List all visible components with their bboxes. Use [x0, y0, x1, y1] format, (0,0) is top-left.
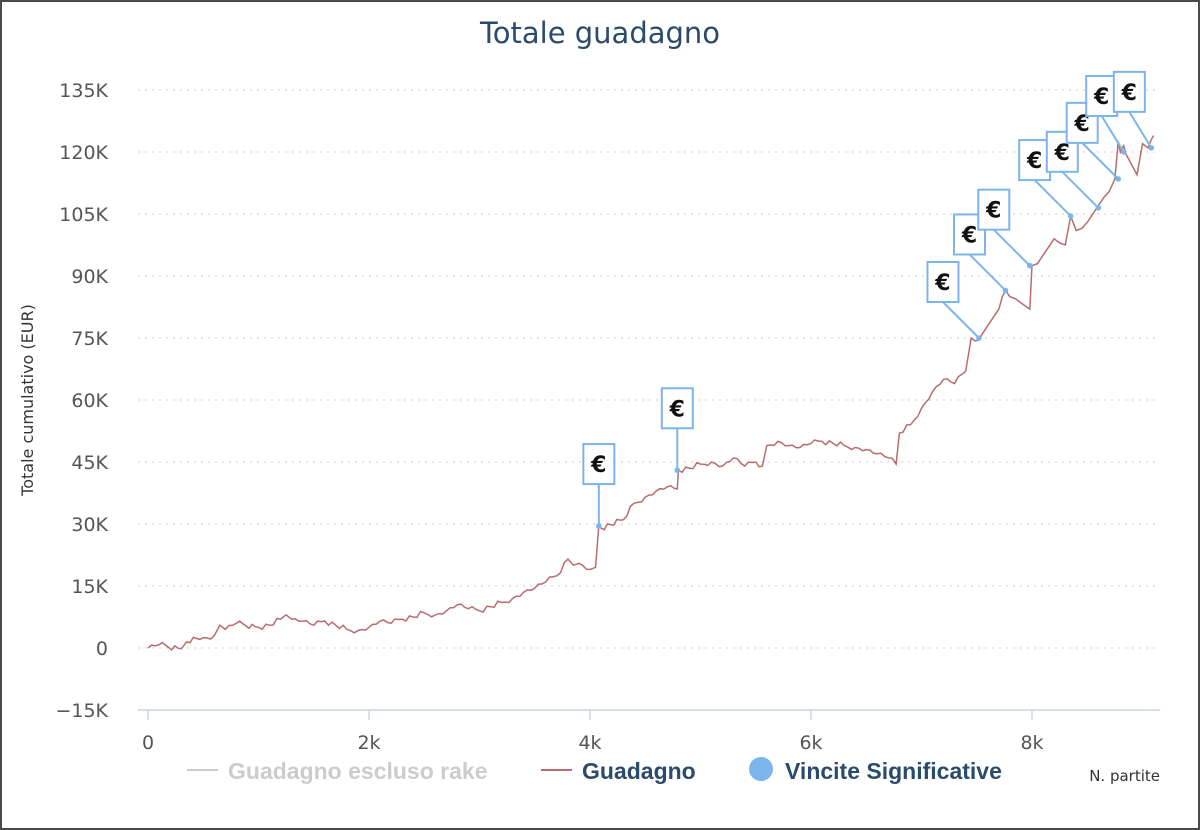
- flag-label: €: [985, 199, 1001, 224]
- flag-marker[interactable]: €: [660, 387, 694, 474]
- y-tick-label: 60K: [71, 390, 108, 412]
- legend-label: Guadagno escluso rake: [228, 758, 487, 784]
- flag-label: €: [1121, 81, 1137, 106]
- y-tick-label: 0: [96, 638, 108, 660]
- flag-marker[interactable]: €: [1045, 130, 1102, 211]
- legend-label: Guadagno: [582, 758, 696, 784]
- flag-label: €: [934, 271, 950, 296]
- flag-connector: [942, 301, 980, 339]
- series-line-guadagno: [147, 135, 1155, 651]
- series-lines: [147, 135, 1155, 651]
- y-tick-label: −15K: [55, 700, 108, 722]
- flag-point: [1067, 213, 1074, 219]
- legend[interactable]: Guadagno escluso rake Guadagno Vincite Sig…: [187, 757, 1002, 784]
- flag-label: €: [669, 397, 685, 422]
- y-tick-label: 45K: [71, 452, 108, 474]
- legend-label: Vincite Significative: [785, 758, 1002, 784]
- flag-connector: [1061, 171, 1100, 209]
- y-axis-label: Totale cumulativo (EUR): [18, 304, 37, 497]
- flag-point: [1026, 262, 1033, 269]
- flag-connector: [1081, 142, 1119, 180]
- y-tick-label: 120K: [59, 142, 108, 164]
- x-axis: 0 2k 4k 6k 8k: [138, 709, 1160, 754]
- flag-box[interactable]: [977, 188, 1011, 231]
- y-axis-ticks: −15K 0 15K 30K 45K 60K 75K 90K 105K 120K 135K: [55, 80, 108, 722]
- flag-connector: [968, 253, 1007, 292]
- flag-point: [1095, 205, 1102, 211]
- flag-marker[interactable]: €: [977, 188, 1033, 269]
- legend-dot-symbol: [749, 757, 773, 781]
- y-tick-label: 15K: [71, 576, 108, 598]
- x-tick-label: 6k: [799, 732, 822, 754]
- flag-point: [976, 335, 982, 341]
- flag-label: €: [590, 453, 606, 478]
- flag-label: €: [1074, 112, 1090, 137]
- flag-connector: [993, 228, 1031, 267]
- y-tick-label: 30K: [71, 514, 108, 536]
- chart-title: Totale guadagno: [479, 16, 720, 50]
- flag-box[interactable]: [582, 443, 616, 486]
- y-tick-label: 75K: [71, 328, 108, 350]
- x-tick-label: 2k: [357, 732, 380, 754]
- flag-markers[interactable]: €€€€€€ €€€ €: [582, 70, 1155, 529]
- flag-box[interactable]: [1085, 75, 1119, 117]
- y-tick-label: 90K: [71, 266, 108, 288]
- legend-item[interactable]: Vincite Significative: [749, 757, 1002, 784]
- flag-box[interactable]: [926, 261, 960, 303]
- grid-lines: [138, 89, 1160, 711]
- x-tick-label: 4k: [578, 732, 601, 754]
- flag-marker[interactable]: €: [1085, 75, 1127, 155]
- flag-marker[interactable]: €: [926, 261, 982, 341]
- flag-point: [1120, 149, 1127, 155]
- flag-connector: [1033, 179, 1072, 217]
- flag-point: [1148, 145, 1155, 151]
- flag-label: €: [1093, 85, 1109, 110]
- x-axis-label: N. partite: [1089, 767, 1160, 785]
- flag-point: [1002, 287, 1009, 294]
- flag-box[interactable]: [1112, 70, 1146, 113]
- flag-point: [674, 467, 681, 474]
- x-tick-label: 0: [142, 732, 154, 754]
- legend-item[interactable]: Guadagno escluso rake: [187, 758, 487, 784]
- x-tick-label: 8k: [1020, 732, 1043, 754]
- flag-label: €: [1026, 149, 1042, 174]
- flag-marker[interactable]: €: [1018, 139, 1074, 219]
- flag-connector: [1100, 115, 1125, 153]
- flag-marker[interactable]: €: [582, 443, 616, 529]
- legend-item[interactable]: Guadagno: [541, 758, 696, 784]
- flag-label: €: [1054, 141, 1070, 166]
- flag-point: [1115, 176, 1121, 182]
- y-tick-label: 135K: [59, 80, 108, 102]
- flag-marker[interactable]: €: [1112, 70, 1155, 151]
- flag-point: [596, 523, 602, 529]
- flag-connector: [1128, 111, 1153, 149]
- flag-box[interactable]: [660, 387, 694, 430]
- y-tick-label: 105K: [59, 204, 108, 226]
- flag-label: €: [961, 223, 977, 248]
